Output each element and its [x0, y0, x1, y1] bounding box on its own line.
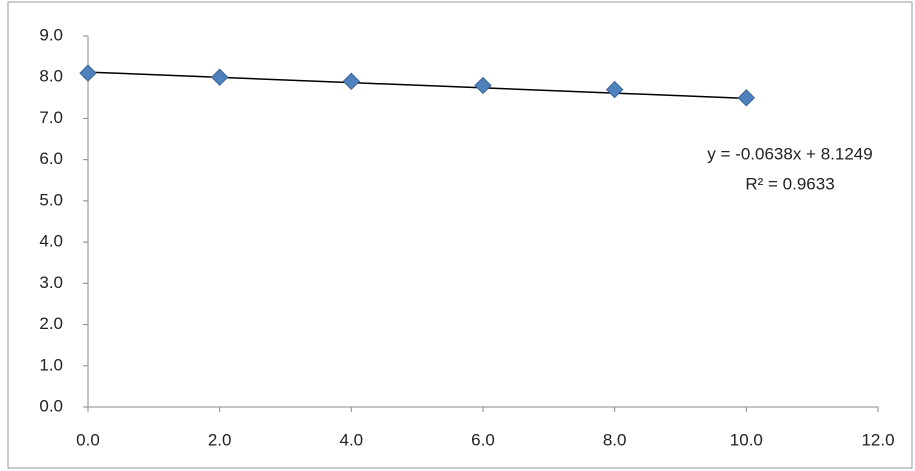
x-tick-label: 0.0	[76, 430, 100, 449]
y-tick-label: 8.0	[39, 67, 63, 86]
point	[342, 72, 361, 91]
x-tick-label: 6.0	[471, 430, 495, 449]
point	[474, 76, 492, 95]
x-tick-label: 8.0	[603, 430, 627, 449]
chart-frame	[7, 1, 913, 469]
y-tick-label: 4.0	[39, 232, 63, 251]
trendline-equation: y = -0.0638x + 8.1249	[707, 144, 872, 163]
point	[737, 89, 756, 107]
point	[605, 80, 624, 99]
trendline	[87, 71, 747, 100]
point	[210, 68, 229, 86]
x-tick-label: 12.0	[861, 430, 894, 449]
y-tick-label: 9.0	[39, 25, 63, 44]
point	[79, 64, 97, 82]
r-squared: R² = 0.9633	[745, 174, 834, 193]
y-tick-label: 2.0	[39, 314, 63, 333]
y-tick-label: 0.0	[39, 396, 63, 415]
y-tick-label: 3.0	[39, 273, 63, 292]
y-tick-label: 6.0	[39, 149, 63, 168]
x-tick-label: 2.0	[208, 430, 232, 449]
x-tick-label: 10.0	[730, 430, 763, 449]
y-tick-label: 1.0	[39, 355, 63, 374]
x-tick-label: 4.0	[340, 430, 364, 449]
y-tick-label: 7.0	[39, 108, 63, 127]
y-tick-label: 5.0	[39, 190, 63, 209]
